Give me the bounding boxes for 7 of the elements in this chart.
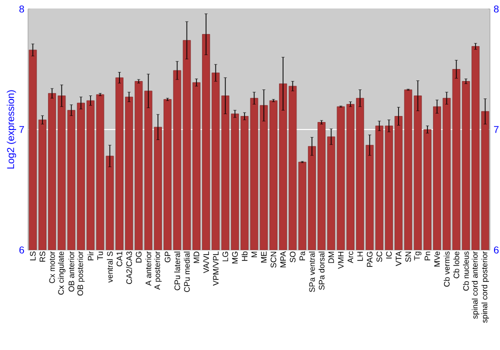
y-tick-label: 7 (19, 126, 24, 133)
y-tick-label: 6 (19, 246, 24, 254)
y2-tick-label: 7 (494, 126, 499, 133)
y-axis-title: Log2 (expression) (6, 90, 16, 169)
y-tick-label: 8 (19, 5, 24, 13)
y2-tick-label: 8 (494, 5, 499, 13)
y2-tick-label: 6 (494, 246, 499, 254)
